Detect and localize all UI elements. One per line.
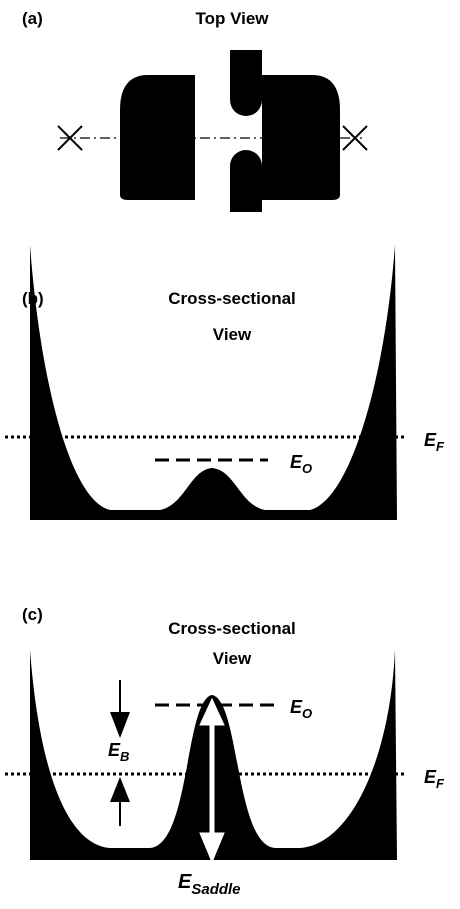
ground-label: EO: [290, 697, 312, 721]
fermi-label: EF: [424, 430, 445, 454]
panel-title: Cross-sectional: [168, 289, 296, 308]
potential-profile: [30, 245, 397, 520]
saddle-label: ESaddle: [178, 871, 241, 898]
fermi-label: EF: [424, 767, 445, 791]
saddle-arrow: [199, 697, 225, 864]
panel-title: View: [213, 325, 252, 344]
barrier-label: EB: [108, 740, 129, 764]
contact-marks: [57, 125, 368, 151]
panel-label: (c): [22, 605, 43, 624]
barrier-arrows: [110, 680, 130, 826]
panel-title: Top View: [195, 9, 269, 28]
top-view-gates: [120, 50, 340, 212]
panel-label: (a): [22, 9, 43, 28]
panel-title: Cross-sectional: [168, 619, 296, 638]
panel-title: View: [213, 649, 252, 668]
ground-label: EO: [290, 452, 312, 476]
